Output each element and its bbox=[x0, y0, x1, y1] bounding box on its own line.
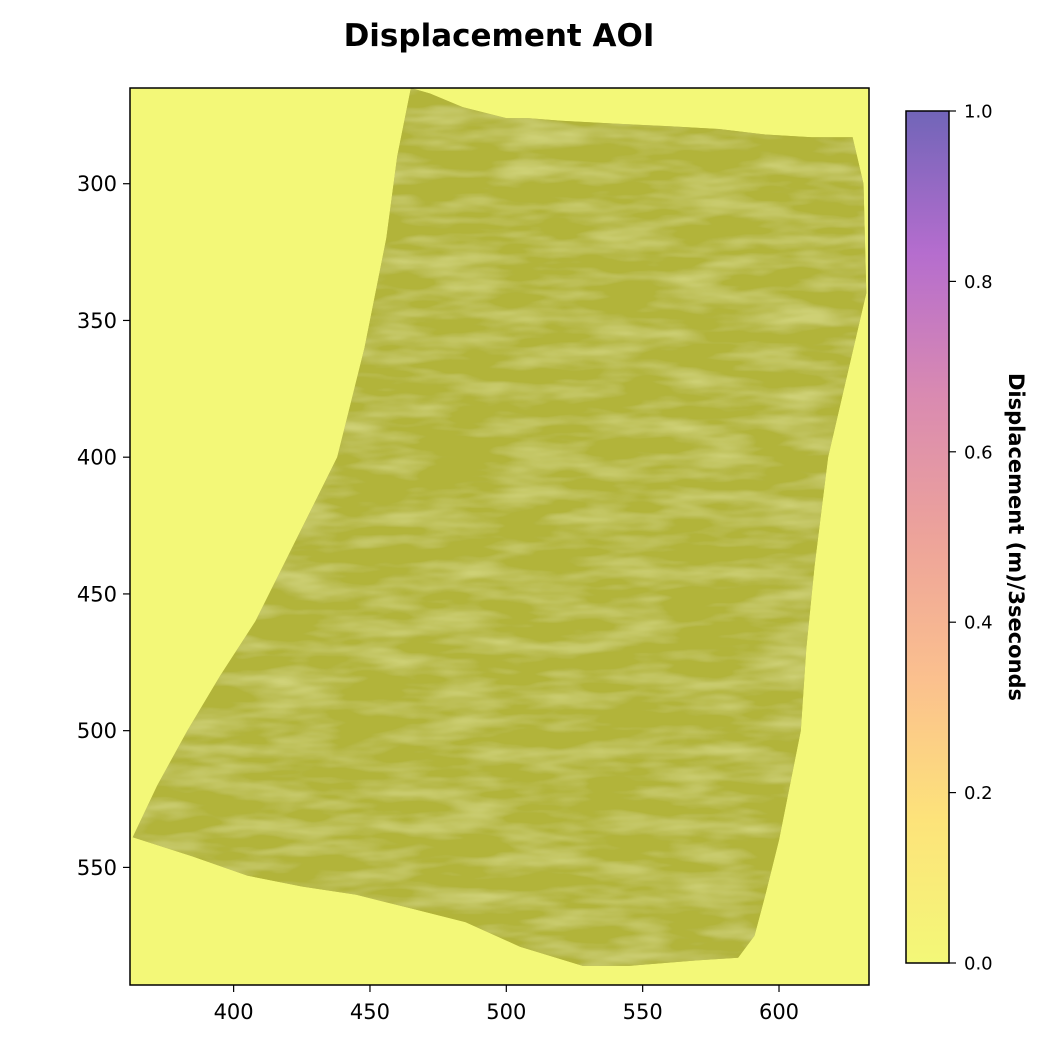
x-tick-label: 450 bbox=[350, 1000, 390, 1024]
colorbar-tick-label: 1.0 bbox=[964, 102, 993, 123]
colorbar: 0.0 0.2 0.4 0.6 0.8 1.0 Displacement (m)/3sec… bbox=[905, 102, 1028, 975]
y-tick-label: 400 bbox=[77, 446, 117, 470]
y-tick-label: 300 bbox=[77, 172, 117, 196]
chart-title: Displacement AOI bbox=[344, 18, 655, 54]
x-tick-label: 600 bbox=[759, 1000, 799, 1024]
colorbar-tick-label: 0.8 bbox=[964, 272, 993, 293]
y-axis: 300 350 400 450 500 550 bbox=[77, 172, 130, 880]
plot-area bbox=[130, 88, 869, 985]
x-tick-label: 550 bbox=[623, 1000, 663, 1024]
colorbar-tick-label: 0.6 bbox=[964, 442, 993, 463]
y-tick-label: 350 bbox=[77, 309, 117, 333]
colorbar-tick-label: 0.4 bbox=[964, 613, 993, 634]
y-tick-label: 550 bbox=[77, 856, 117, 880]
x-tick-label: 400 bbox=[214, 1000, 254, 1024]
y-tick-label: 450 bbox=[77, 582, 117, 606]
plot-frame bbox=[129, 87, 870, 986]
colorbar-gradient bbox=[905, 110, 950, 964]
colorbar-label: Displacement (m)/3seconds bbox=[1004, 373, 1028, 701]
displacement-texture bbox=[132, 88, 867, 966]
x-axis: 400 450 500 550 600 bbox=[214, 985, 799, 1024]
x-tick-label: 500 bbox=[486, 1000, 526, 1024]
colorbar-tick-label: 0.0 bbox=[964, 954, 993, 975]
colorbar-tick-label: 0.2 bbox=[964, 783, 993, 804]
y-tick-label: 500 bbox=[77, 719, 117, 743]
colorbar-ticks: 0.0 0.2 0.4 0.6 0.8 1.0 bbox=[949, 102, 993, 975]
